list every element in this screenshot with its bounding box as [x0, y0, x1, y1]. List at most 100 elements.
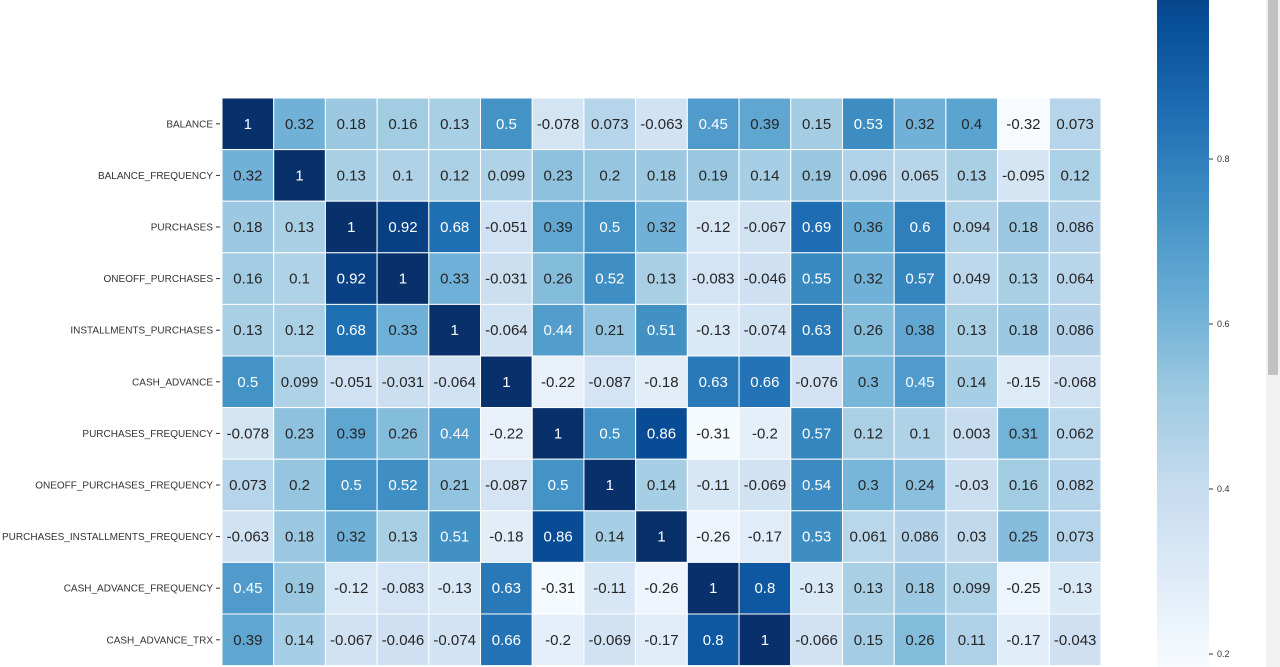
cell-value-label: 0.3: [858, 374, 879, 391]
heatmap-cell: [686, 561, 740, 615]
cell-value-label: 0.13: [388, 529, 417, 546]
cell-value-label: 0.68: [337, 322, 366, 339]
cell-value-label: -0.087: [589, 374, 632, 391]
cell-value-label: 0.13: [233, 322, 262, 339]
heatmap-cell: [738, 510, 792, 563]
cell-value-label: 0.13: [957, 322, 986, 339]
heatmap-cell: [945, 252, 999, 305]
cell-value-label: -0.078: [227, 425, 270, 442]
heatmap-cell: [635, 510, 688, 563]
heatmap-cell: [531, 458, 585, 512]
colorbar-tick-label: 0.4: [1217, 484, 1230, 494]
cell-value-label: -0.069: [744, 477, 787, 494]
heatmap-cell: [324, 407, 378, 460]
vertical-scrollbar[interactable]: [1266, 0, 1280, 667]
cell-value-label: 0.03: [957, 529, 986, 546]
scrollbar-thumb[interactable]: [1268, 0, 1278, 375]
cell-value-label: 0.57: [802, 425, 831, 442]
heatmap-cell: [686, 303, 740, 357]
heatmap-cell: [893, 355, 947, 409]
heatmap-cell: [738, 407, 792, 460]
cell-value-label: 0.064: [1056, 271, 1094, 288]
cell-value-label: 0.13: [854, 580, 883, 597]
cell-value-label: 0.55: [802, 271, 831, 288]
heatmap-cell: [738, 613, 792, 667]
cell-value-label: 0.5: [496, 116, 517, 133]
cell-value-label: 0.086: [901, 529, 939, 546]
cell-value-label: 0.51: [440, 529, 469, 546]
cell-value-label: 0.16: [1009, 477, 1038, 494]
heatmap-cell: [635, 200, 688, 254]
cell-value-label: 0.15: [854, 632, 883, 649]
cell-value-label: -0.087: [485, 477, 528, 494]
cell-value-label: 0.18: [905, 580, 934, 597]
cell-value-label: -0.067: [744, 219, 787, 236]
cell-value-label: 0.31: [1009, 425, 1038, 442]
heatmap-cell: [480, 97, 533, 151]
cell-value-label: 0.53: [854, 116, 883, 133]
colorbar: 0.8 0.6 0.4 0.2: [1157, 0, 1230, 667]
heatmap-cells: 1 0.32 0.18 0.16 0.13 0.5 -0.078 0.073 -0.063 0.4…: [221, 97, 1102, 667]
cell-value-label: 1: [709, 580, 717, 597]
heatmap-cell: [635, 458, 688, 512]
cell-value-label: -0.046: [382, 632, 425, 649]
cell-value-label: -0.076: [795, 374, 838, 391]
heatmap-cell: [480, 303, 533, 357]
cell-value-label: 0.45: [233, 580, 262, 597]
heatmap-cell: [1048, 355, 1102, 409]
cell-value-label: -0.13: [696, 322, 730, 339]
heatmap-cell: [1048, 97, 1102, 151]
cell-value-label: 0.25: [1009, 529, 1038, 546]
cell-value-label: 0.094: [953, 219, 991, 236]
heatmap-cell: [738, 200, 792, 254]
heatmap-row-labels: BALANCE BALANCE_FREQUENCY PURCHASES ONEOFF_…: [2, 119, 220, 646]
row-label: INSTALLMENTS_PURCHASES: [70, 326, 213, 337]
heatmap-cell: [583, 149, 637, 202]
heatmap-cell: [531, 303, 585, 357]
cell-value-label: 0.51: [647, 322, 676, 339]
cell-value-label: -0.083: [382, 580, 425, 597]
heatmap-cell: [841, 407, 895, 460]
heatmap-cell: [273, 252, 326, 305]
heatmap-cell: [324, 252, 378, 305]
cell-value-label: 0.065: [901, 167, 939, 184]
cell-value-label: 0.2: [289, 477, 310, 494]
heatmap-cell: [1048, 458, 1102, 512]
heatmap-cell: [480, 407, 533, 460]
heatmap-cell: [945, 200, 999, 254]
heatmap-cell: [324, 561, 378, 615]
row-label: BALANCE_FREQUENCY: [98, 171, 213, 182]
cell-value-label: -0.26: [644, 580, 678, 597]
heatmap-cell: [997, 97, 1050, 151]
cell-value-label: -0.069: [589, 632, 632, 649]
heatmap-cell: [997, 407, 1050, 460]
cell-value-label: 0.92: [337, 271, 366, 288]
colorbar-gradient: [1157, 0, 1209, 667]
heatmap-cell: [583, 252, 637, 305]
heatmap-cell: [635, 303, 688, 357]
colorbar-tick-label: 0.6: [1217, 319, 1230, 329]
cell-value-label: -0.18: [489, 529, 523, 546]
cell-value-label: 0.13: [957, 167, 986, 184]
colorbar-tick-label: 0.8: [1217, 154, 1230, 164]
cell-value-label: 0.049: [953, 271, 991, 288]
cell-value-label: -0.17: [1006, 632, 1040, 649]
cell-value-label: 0.086: [1056, 322, 1094, 339]
cell-value-label: 0.21: [595, 322, 624, 339]
cell-value-label: 0.12: [1061, 167, 1090, 184]
cell-value-label: 0.39: [543, 219, 572, 236]
cell-value-label: 0.13: [647, 271, 676, 288]
cell-value-label: 0.099: [281, 374, 319, 391]
cell-value-label: 0.86: [647, 425, 676, 442]
heatmap-cell: [686, 407, 740, 460]
heatmap-cell: [376, 303, 430, 357]
cell-value-label: -0.074: [433, 632, 476, 649]
heatmap-cell: [893, 200, 947, 254]
cell-value-label: -0.13: [1058, 580, 1092, 597]
heatmap-cell: [221, 561, 275, 615]
cell-value-label: 0.32: [647, 219, 676, 236]
cell-value-label: 0.52: [595, 271, 624, 288]
heatmap-cell: [893, 510, 947, 563]
cell-value-label: -0.051: [330, 374, 373, 391]
